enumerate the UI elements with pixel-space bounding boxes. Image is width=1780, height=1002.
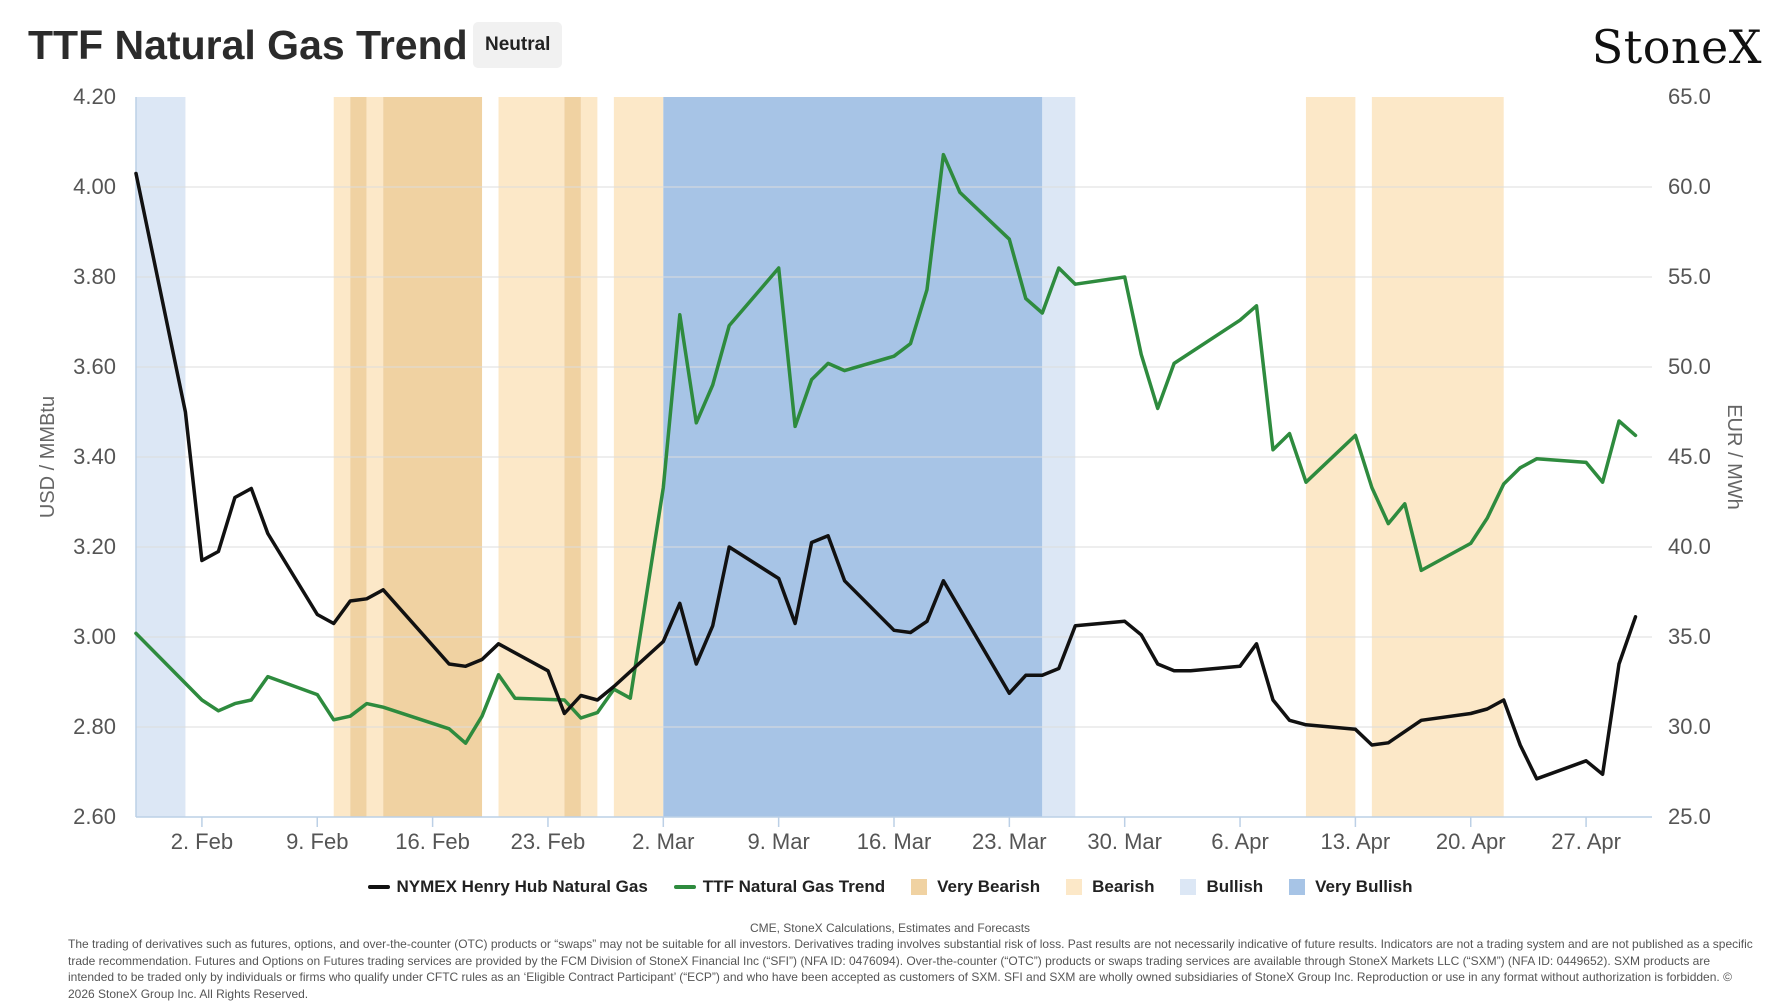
x-tick-label: 23. Mar — [972, 829, 1047, 854]
trend-status-badge: Neutral — [473, 22, 563, 68]
legend-label: TTF Natural Gas Trend — [702, 877, 886, 896]
legend-label: Bullish — [1206, 877, 1264, 896]
legend-swatch — [1180, 879, 1197, 895]
legend-label: NYMEX Henry Hub Natural Gas — [396, 877, 648, 896]
legend-swatch — [673, 885, 696, 889]
x-tick-label: 16. Feb — [395, 829, 470, 854]
y-left-tick-label: 4.20 — [73, 84, 116, 109]
y-left-tick-label: 3.80 — [73, 264, 116, 289]
x-tick-label: 30. Mar — [1087, 829, 1162, 854]
x-tick-label: 2. Mar — [632, 829, 694, 854]
y-right-tick-label: 55.0 — [1668, 264, 1711, 289]
disclaimer-text: The trading of derivatives such as futur… — [68, 937, 1753, 1001]
source-note: CME, StoneX Calculations, Estimates and … — [749, 921, 1031, 935]
chart-axes — [135, 97, 1652, 827]
y-right-tick-label: 25.0 — [1668, 804, 1711, 829]
legend-swatch — [367, 885, 390, 889]
x-tick-label: 20. Apr — [1436, 829, 1506, 854]
legend-item-bearish: Bearish — [1066, 877, 1154, 897]
x-tick-label: 2. Feb — [171, 829, 233, 854]
y-right-tick-label: 35.0 — [1668, 624, 1711, 649]
legend-item-ttf-natural-gas-trend: TTF Natural Gas Trend — [673, 877, 886, 897]
y-right-tick-label: 30.0 — [1668, 714, 1711, 739]
series-line-ttf-natural-gas-trend — [134, 152, 1638, 745]
legend-label: Bearish — [1092, 877, 1155, 896]
y-left-tick-label: 3.60 — [73, 354, 116, 379]
stonex-logo: StoneX — [1591, 20, 1762, 74]
legend-swatch — [1066, 879, 1083, 895]
x-tick-label: 13. Apr — [1321, 829, 1391, 854]
y-right-axis-title: EUR / MWh — [1723, 404, 1745, 510]
y-right-tick-label: 65.0 — [1668, 84, 1711, 109]
series-line-nymex-henry-hub-natural-gas — [134, 171, 1638, 781]
x-tick-label: 23. Feb — [511, 829, 586, 854]
legend-item-bullish: Bullish — [1180, 877, 1263, 897]
legend-label: Very Bullish — [1315, 877, 1413, 896]
y-left-tick-label: 2.80 — [73, 714, 116, 739]
y-right-tick-label: 45.0 — [1668, 444, 1711, 469]
chart-title: TTF Natural Gas Trend — [28, 22, 468, 68]
legend-swatch — [911, 879, 928, 895]
legend-swatch — [1289, 879, 1306, 895]
y-right-tick-label: 40.0 — [1668, 534, 1711, 559]
axis-labels: 2.60 2.80 3.00 3.20 3.40 3.60 3.80 4.00 4.20 25.0… — [37, 84, 1745, 854]
chart-legend: NYMEX Henry Hub Natural Gas TTF Natural G… — [0, 877, 1780, 897]
legend-item-nymex-henry-hub-natural-gas: NYMEX Henry Hub Natural Gas — [367, 877, 648, 897]
y-right-tick-label: 50.0 — [1668, 354, 1711, 379]
series-lines — [134, 152, 1638, 781]
y-left-tick-label: 3.20 — [73, 534, 116, 559]
y-left-tick-label: 3.00 — [73, 624, 116, 649]
legend-item-very-bearish: Very Bearish — [911, 877, 1040, 897]
grid-lines — [136, 186, 1652, 728]
x-tick-label: 16. Mar — [857, 829, 932, 854]
gas-price-chart: 2.60 2.80 3.00 3.20 3.40 3.60 3.80 4.00 4.20 25.0… — [37, 84, 1745, 854]
y-right-tick-label: 60.0 — [1668, 174, 1711, 199]
legend-label: Very Bearish — [937, 877, 1041, 896]
x-tick-label: 9. Feb — [286, 829, 348, 854]
y-left-tick-label: 4.00 — [73, 174, 116, 199]
x-tick-label: 27. Apr — [1551, 829, 1621, 854]
chart-header: TTF Natural Gas Trend Neutral StoneX — [0, 0, 1780, 92]
y-left-tick-label: 3.40 — [73, 444, 116, 469]
x-tick-label: 9. Mar — [747, 829, 809, 854]
x-tick-label: 6. Apr — [1211, 829, 1268, 854]
y-left-tick-label: 2.60 — [73, 804, 116, 829]
y-left-axis-title: USD / MMBtu — [37, 396, 59, 518]
legend-item-very-bullish: Very Bullish — [1289, 877, 1412, 897]
